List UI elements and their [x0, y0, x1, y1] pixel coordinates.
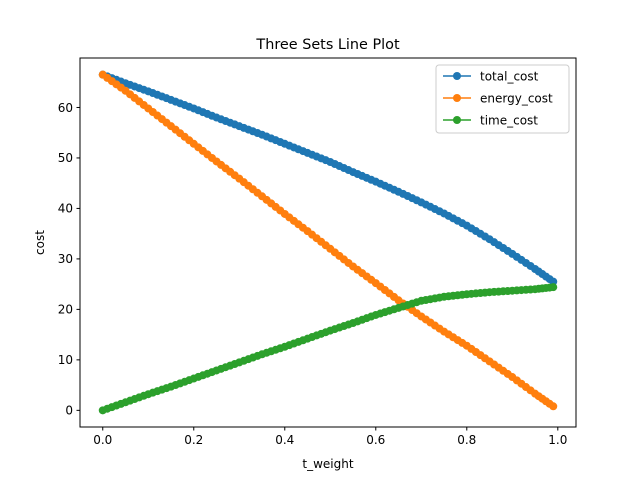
y-tick-label-5: 50: [58, 151, 73, 165]
x-axis: 0.0 0.2 0.4 0.6 0.8 1.0: [93, 427, 567, 447]
series-layer: [98, 70, 558, 415]
chart-title: Three Sets Line Plot: [255, 37, 400, 53]
x-tick-label-3: 0.6: [366, 433, 385, 447]
x-axis-label: t_weight: [302, 457, 353, 471]
x-tick-label-4: 0.8: [457, 433, 476, 447]
x-tick-label-2: 0.4: [275, 433, 294, 447]
x-tick-label-1: 0.2: [184, 433, 203, 447]
series-energy_cost: [98, 70, 558, 411]
y-tick-label-4: 40: [58, 202, 73, 216]
y-tick-label-2: 20: [58, 303, 73, 317]
data-point-energy_cost-100: [549, 402, 558, 411]
legend-frame: [435, 64, 570, 134]
y-axis-label: cost: [33, 230, 47, 255]
legend-marker-total_cost: [453, 72, 461, 80]
legend-label-energy_cost: energy_cost: [480, 91, 553, 105]
data-point-time_cost-100: [549, 283, 558, 292]
plot-frame: [79, 57, 577, 428]
legend: total_cost energy_cost time_cost: [435, 64, 570, 134]
x-tick-label-5: 1.0: [548, 433, 567, 447]
legend-label-total_cost: total_cost: [480, 69, 539, 83]
series-line-time_cost: [102, 286, 554, 412]
x-tick-label-0: 0.0: [93, 433, 112, 447]
series-total_cost: [98, 70, 558, 286]
legend-marker-energy_cost: [453, 94, 461, 102]
legend-label-time_cost: time_cost: [480, 113, 538, 127]
legend-marker-time_cost: [453, 116, 461, 124]
data-point-total_cost-100: [549, 277, 558, 286]
y-tick-label-1: 10: [58, 353, 73, 367]
y-tick-label-0: 0: [65, 404, 73, 418]
y-axis: 0 10 20 30 40 50 60: [58, 101, 80, 418]
y-tick-label-3: 30: [58, 252, 73, 266]
y-tick-label-6: 60: [58, 101, 73, 115]
series-time_cost: [98, 283, 558, 415]
